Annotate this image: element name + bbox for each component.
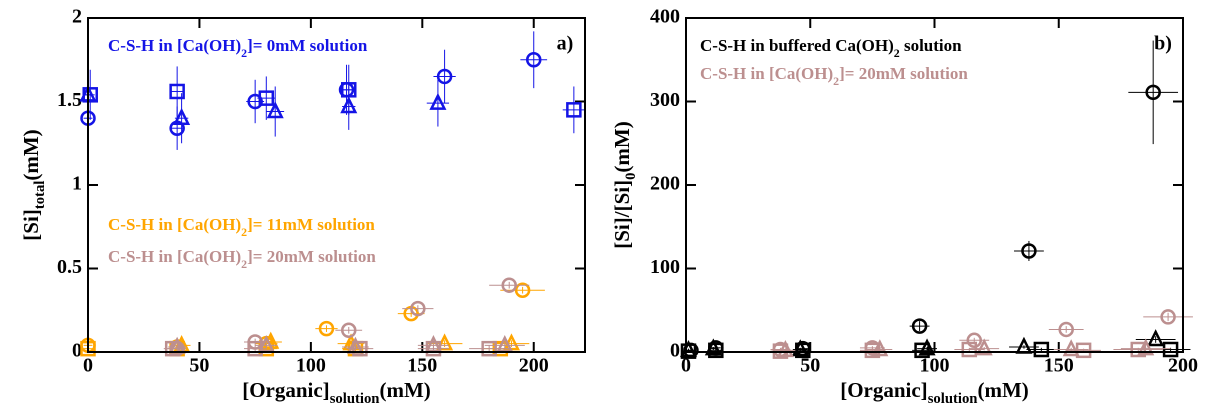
- marker: [1145, 84, 1161, 101]
- marker: [410, 300, 426, 317]
- annotation: b): [1154, 33, 1172, 55]
- marker: [1162, 341, 1179, 358]
- marker: [871, 339, 889, 357]
- x-tick-label: 100: [920, 355, 950, 377]
- y-tick-label: 0: [72, 340, 82, 362]
- marker: [1062, 339, 1080, 357]
- marker: [975, 338, 993, 356]
- marker: [173, 107, 191, 125]
- y-tick-label: 300: [650, 89, 680, 111]
- marker: [247, 93, 263, 110]
- y-tick-label: 0: [670, 340, 680, 362]
- x-tick-label: 100: [296, 355, 326, 377]
- marker: [266, 101, 284, 119]
- marker: [258, 90, 275, 106]
- marker: [318, 320, 335, 337]
- marker: [341, 322, 357, 339]
- marker: [704, 338, 722, 356]
- series: [163, 277, 530, 357]
- y-axis-label: [Si]/[Si]0(mM): [610, 121, 640, 249]
- marker: [914, 342, 930, 359]
- panel: 0 50 100 150 200 0 0.5 1 1.5 2 [Organic]solution(m…: [19, 6, 586, 408]
- series: [80, 282, 545, 357]
- marker: [525, 52, 542, 68]
- legend-entry: C-S-H in [Ca(OH)2]= 20mM solution: [700, 64, 968, 88]
- marker: [496, 335, 514, 353]
- marker: [501, 277, 517, 293]
- marker: [1058, 321, 1074, 338]
- marker: [436, 68, 453, 85]
- marker: [514, 282, 531, 298]
- y-tick-label: 2: [72, 6, 82, 28]
- series: [79, 31, 585, 150]
- series: [770, 309, 1193, 359]
- marker: [566, 102, 582, 118]
- marker: [424, 335, 442, 353]
- marker: [911, 318, 928, 334]
- marker: [1130, 341, 1147, 358]
- marker: [1137, 338, 1155, 356]
- marker: [169, 83, 185, 100]
- y-axis-label: [Si]total(mM): [19, 129, 49, 240]
- x-tick-label: 200: [1168, 355, 1198, 377]
- legend-entry: C-S-H in buffered Ca(OH)2 solution: [700, 36, 962, 60]
- panel: 0 50 100 150 200 0 100 200 300 400 [Organic]soluti…: [610, 6, 1198, 408]
- legend-entry: C-S-H in [Ca(OH)2]= 20mM solution: [108, 247, 376, 271]
- marker: [791, 339, 809, 357]
- y-tick-label: 400: [650, 6, 680, 28]
- marker: [864, 342, 881, 359]
- marker: [1033, 341, 1050, 358]
- y-tick-label: 200: [650, 173, 680, 195]
- marker: [429, 92, 447, 110]
- marker: [1147, 329, 1165, 347]
- x-tick-label: 150: [407, 355, 437, 377]
- marker: [776, 340, 794, 358]
- x-tick-label: 50: [189, 355, 209, 377]
- marker: [918, 338, 936, 356]
- marker: [1075, 342, 1092, 359]
- y-tick-label: 1: [72, 173, 82, 195]
- y-tick-label: 1.5: [57, 89, 82, 111]
- x-tick-label: 0: [681, 355, 691, 377]
- plot-frame: [87, 17, 586, 353]
- x-tick-label: 0: [83, 355, 93, 377]
- marker: [340, 96, 358, 114]
- annotation: a): [557, 33, 574, 55]
- marker: [1160, 309, 1176, 325]
- x-tick-label: 200: [519, 355, 549, 377]
- y-tick-label: 0.5: [57, 256, 82, 278]
- x-axis-label: [Organic]solution(mM): [840, 378, 1029, 408]
- marker: [481, 340, 497, 357]
- y-tick-label: 100: [650, 256, 680, 278]
- marker: [352, 340, 368, 357]
- x-tick-label: 150: [1044, 355, 1074, 377]
- x-axis-label: [Organic]solution(mM): [242, 378, 431, 408]
- marker: [164, 340, 181, 357]
- marker: [966, 332, 983, 349]
- legend-entry: C-S-H in [Ca(OH)2]= 11mM solution: [108, 215, 375, 239]
- x-tick-label: 50: [800, 355, 820, 377]
- series: [679, 40, 1191, 359]
- marker: [1021, 243, 1037, 259]
- plot-frame: [685, 17, 1184, 353]
- marker: [257, 335, 275, 353]
- legend-entry: C-S-H in [Ca(OH)2]= 0mM solution: [108, 36, 368, 60]
- marker: [961, 341, 978, 358]
